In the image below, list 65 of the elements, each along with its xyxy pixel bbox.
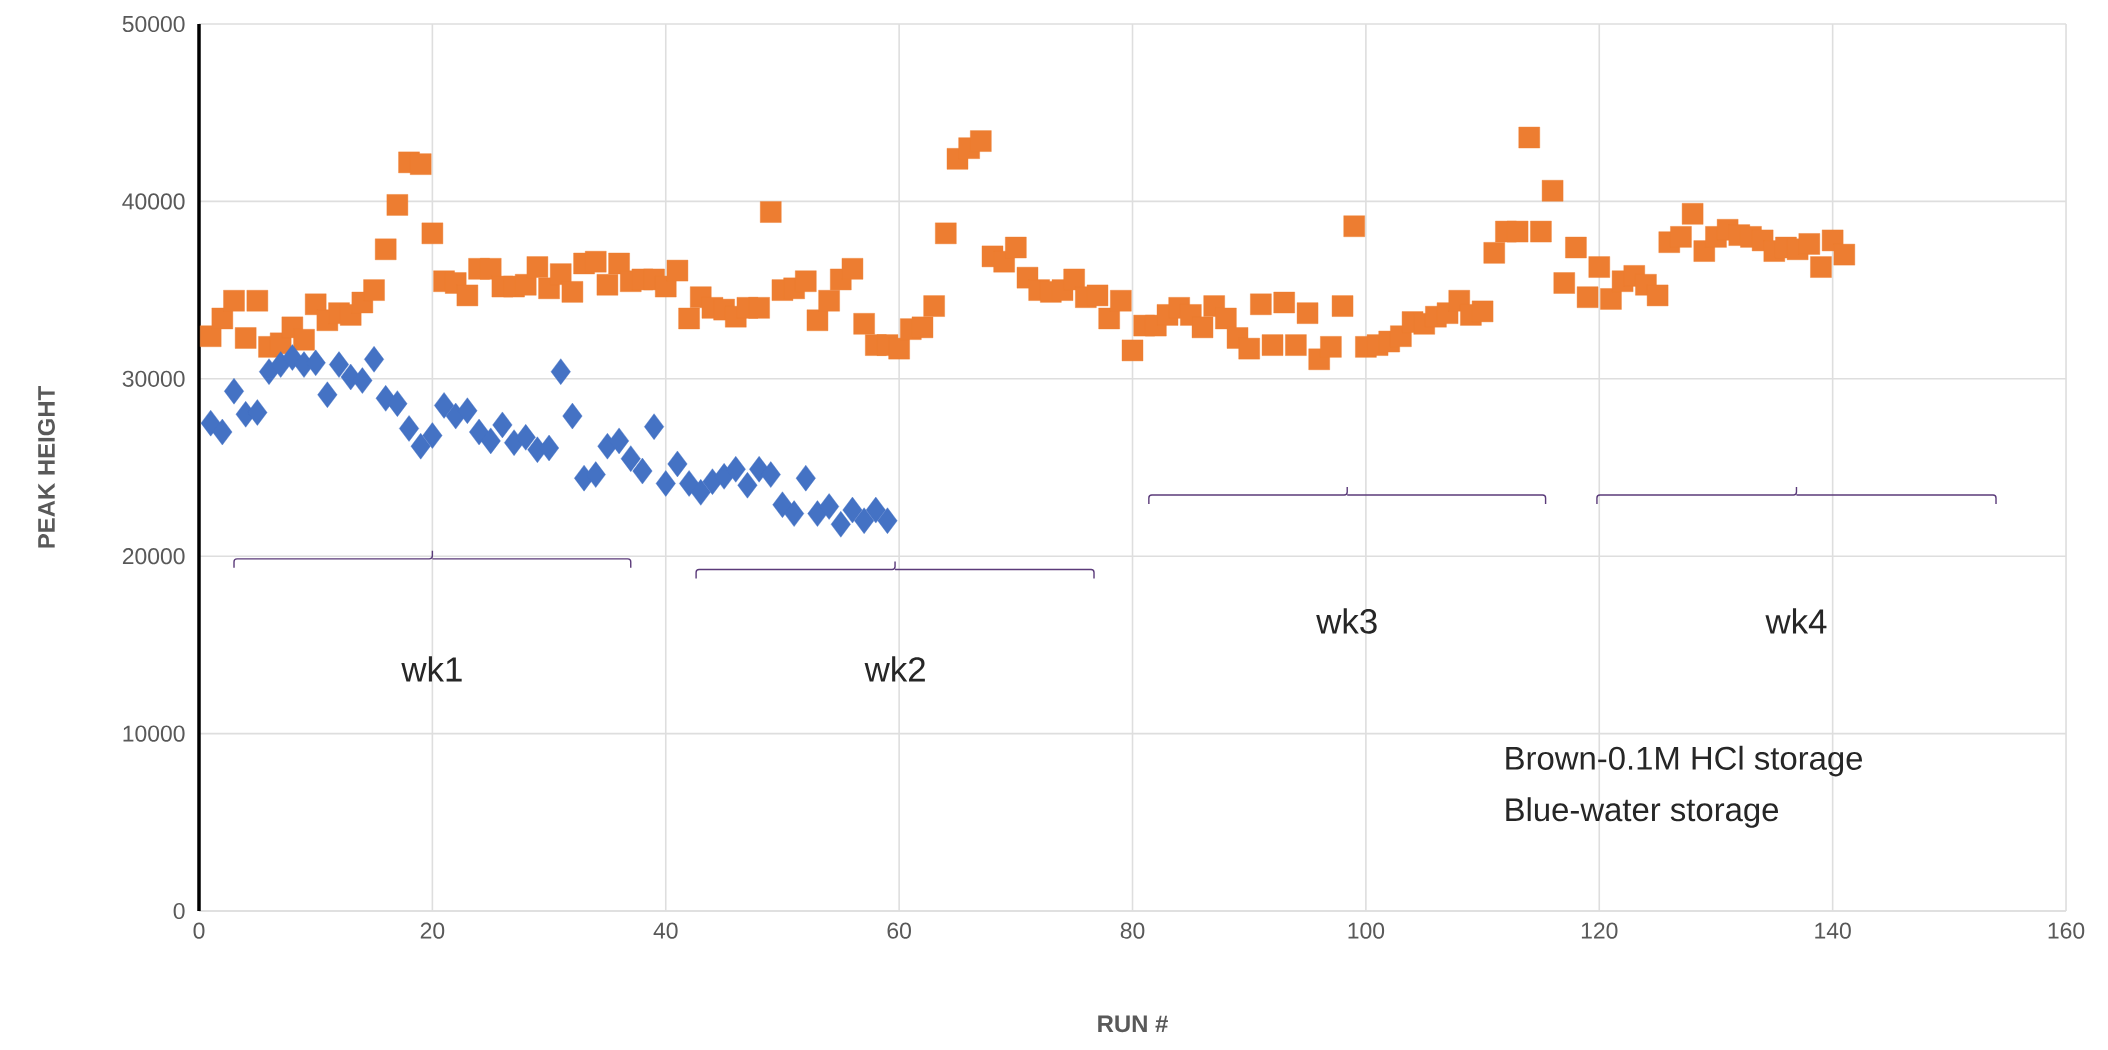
point [399,415,419,442]
point [515,424,536,451]
point [854,507,875,534]
point [457,397,478,424]
point [364,346,384,373]
point [422,422,443,449]
point [609,427,630,455]
point [620,445,641,472]
point [737,472,758,499]
point [772,491,793,518]
point [212,418,233,446]
y-tick-label: 30000 [122,370,185,387]
point [795,464,816,492]
annotation: Blue-water storage [1506,797,1779,828]
x-axis-title: RUN # [1098,1015,1168,1033]
point [585,461,606,488]
annotation: wk4 [1765,608,1827,634]
y-tick-label: 40000 [122,193,185,210]
point [224,378,244,405]
point [865,496,886,524]
x-tick-label: 40 [653,922,678,939]
point [830,511,851,538]
y-axis-title: PEAK HEIGHT [38,386,55,548]
annotation: wk2 [864,656,925,682]
point [655,470,676,497]
point [434,392,454,419]
point [492,411,513,439]
y-tick-label: 20000 [122,548,185,565]
point [469,418,489,446]
point [562,402,583,430]
point [632,457,653,485]
annotation: wk3 [1316,608,1377,634]
point [387,390,408,417]
point [317,381,338,408]
point [480,427,501,455]
point [690,479,711,506]
x-tick-label: 100 [1348,922,1385,939]
annotation: wk1 [401,656,462,682]
point [352,367,373,394]
x-tick-label: 80 [1120,922,1145,939]
point [679,470,700,497]
x-tick-label: 0 [193,922,205,939]
point [667,450,688,478]
point [784,500,805,527]
annotation: Brown-0.1M HCl storage [1506,745,1863,777]
point [877,507,898,534]
y-tick-label: 50000 [122,15,185,33]
x-tick-label: 60 [887,922,911,939]
point [329,351,349,378]
point [725,456,746,483]
y-tick-label: 0 [173,902,185,920]
point [200,409,221,437]
x-tick-label: 140 [1815,922,1851,939]
y-tick-label: 10000 [123,725,185,742]
point [410,433,431,460]
point [842,496,863,524]
point [760,461,781,488]
x-tick-label: 20 [420,922,445,939]
point [644,413,665,440]
x-tick-label: 160 [2048,922,2085,939]
point [819,493,840,520]
x-tick-label: 120 [1581,922,1618,939]
point [807,500,828,527]
point [550,358,571,385]
point [539,434,560,462]
